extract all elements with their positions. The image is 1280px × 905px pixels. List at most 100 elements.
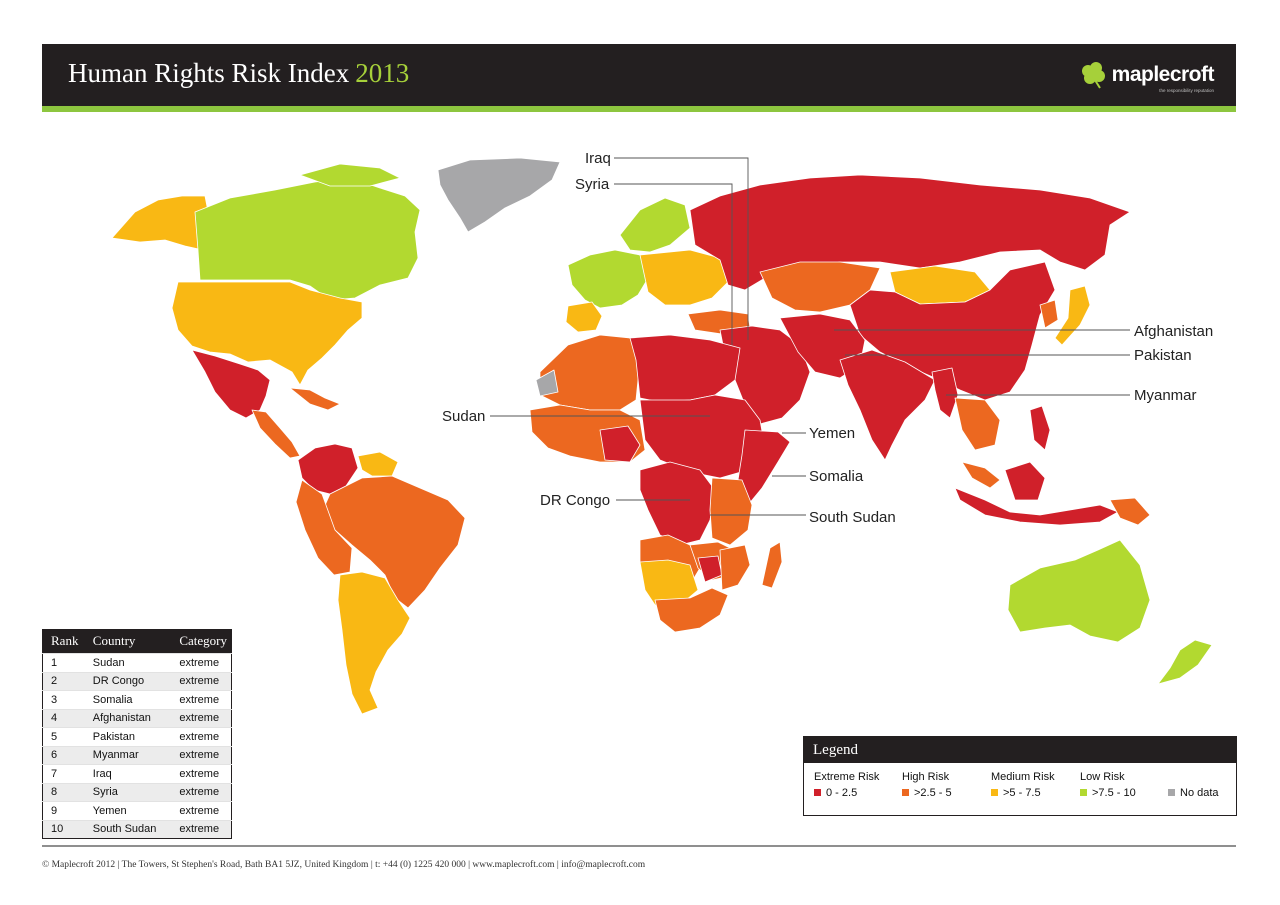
region-korea — [1039, 299, 1059, 329]
region-caribbean — [289, 387, 341, 411]
map-legend: Legend Extreme Risk 0 - 2.5 High Risk >2… — [803, 736, 1237, 816]
category-cell: extreme — [171, 764, 232, 783]
region-horn — [737, 429, 791, 506]
region-arctic-islands — [299, 163, 401, 187]
callout-south-sudan: South Sudan — [809, 509, 896, 526]
country-cell: South Sudan — [84, 819, 172, 839]
region-greenland — [437, 157, 561, 233]
region-iberia — [565, 301, 603, 333]
table-row: 10 South Sudan extreme — [42, 819, 232, 839]
callout-afghanistan: Afghanistan — [1134, 323, 1213, 340]
region-usa — [171, 281, 363, 386]
region-east-europe — [639, 249, 731, 306]
title-year: 2013 — [355, 58, 410, 88]
region-philippines — [1029, 405, 1051, 451]
country-cell: Syria — [84, 782, 172, 802]
rank-cell: 8 — [42, 782, 85, 802]
legend-range: >2.5 - 5 — [914, 787, 952, 799]
country-cell: DR Congo — [84, 671, 172, 691]
page-title: Human Rights Risk Index 2013 — [68, 58, 409, 89]
ranking-table: Rank Country Category 1 Sudan extreme 2 DR … — [42, 629, 232, 839]
country-cell: Pakistan — [84, 727, 172, 746]
rank-cell: 7 — [42, 764, 85, 783]
footer-contact: © Maplecroft 2012 | The Towers, St Steph… — [42, 860, 646, 870]
callout-yemen: Yemen — [809, 425, 855, 442]
callout-dr-congo: DR Congo — [540, 492, 610, 509]
region-western-sahara — [535, 369, 559, 397]
region-russia — [689, 174, 1131, 291]
logo-wordmark: maplecroft — [1111, 63, 1215, 86]
legend-range: >5 - 7.5 — [1003, 787, 1041, 799]
category-cell: extreme — [171, 782, 232, 802]
region-guianas — [357, 451, 399, 477]
table-row: 1 Sudan extreme — [42, 653, 232, 672]
legend-item-extreme: Extreme Risk 0 - 2.5 — [814, 771, 879, 799]
region-central-america — [251, 409, 301, 459]
category-cell: extreme — [171, 653, 232, 672]
region-west-europe — [567, 249, 651, 309]
header-category: Category — [171, 629, 232, 654]
region-southern-cone — [337, 571, 411, 715]
region-south-africa — [654, 587, 729, 633]
table-row: 2 DR Congo extreme — [42, 671, 232, 691]
region-borneo — [1004, 461, 1046, 501]
legend-item-high: High Risk >2.5 - 5 — [902, 771, 952, 799]
region-australia — [1007, 539, 1151, 643]
country-cell: Yemen — [84, 801, 172, 820]
legend-label — [1168, 771, 1219, 783]
callout-myanmar: Myanmar — [1134, 387, 1197, 404]
rank-cell: 6 — [42, 745, 85, 765]
region-central-africa — [639, 461, 716, 546]
callout-syria: Syria — [575, 176, 610, 193]
country-cell: Somalia — [84, 690, 172, 709]
legend-title: Legend — [804, 737, 1236, 763]
category-cell: extreme — [171, 819, 232, 839]
region-japan — [1054, 285, 1091, 346]
region-canada — [194, 177, 421, 301]
region-brazil — [321, 475, 466, 609]
legend-range: >7.5 - 10 — [1092, 787, 1136, 799]
legend-range: No data — [1180, 787, 1219, 799]
header-country: Country — [84, 629, 172, 654]
region-malaysia — [961, 461, 1001, 489]
legend-label: Low Risk — [1080, 771, 1125, 783]
rank-cell: 4 — [42, 708, 85, 728]
category-cell: extreme — [171, 745, 232, 765]
header-bar: Human Rights Risk Index 2013 maplecroft t… — [42, 44, 1236, 106]
header-accent-stripe — [42, 106, 1236, 112]
legend-item-low: Low Risk >7.5 - 10 — [1080, 771, 1136, 799]
table-row: 5 Pakistan extreme — [42, 727, 232, 746]
category-cell: extreme — [171, 708, 232, 728]
legend-swatch-extreme — [814, 789, 821, 796]
category-cell: extreme — [171, 801, 232, 820]
category-cell: extreme — [171, 671, 232, 691]
legend-label: Extreme Risk — [814, 771, 880, 783]
legend-swatch-medium — [991, 789, 998, 796]
legend-label: High Risk — [902, 771, 950, 783]
region-se-asia — [954, 397, 1001, 451]
legend-label: Medium Risk — [991, 771, 1055, 783]
maple-leaf-icon — [1081, 62, 1105, 89]
country-cell: Afghanistan — [84, 708, 172, 728]
region-libya-egypt — [629, 334, 741, 403]
legend-range: 0 - 2.5 — [826, 787, 858, 799]
region-peru-bolivia — [295, 479, 353, 576]
world-map: Iraq Syria Afghanistan Pakistan Myanmar … — [111, 150, 1213, 715]
table-row: 4 Afghanistan extreme — [42, 708, 232, 728]
footer-divider — [42, 845, 1236, 847]
table-row: 7 Iraq extreme — [42, 764, 232, 783]
rank-cell: 9 — [42, 801, 85, 820]
callout-sudan: Sudan — [442, 408, 485, 425]
table-row: 6 Myanmar extreme — [42, 745, 232, 765]
region-namibia-botswana — [639, 559, 699, 606]
country-cell: Myanmar — [84, 745, 172, 765]
title-text: Human Rights Risk Index — [68, 58, 350, 88]
region-scandinavia — [619, 197, 691, 253]
table-row: 9 Yemen extreme — [42, 801, 232, 820]
country-cell: Iraq — [84, 764, 172, 783]
region-maghreb — [539, 334, 641, 411]
legend-items: Extreme Risk 0 - 2.5 High Risk >2.5 - 5 … — [804, 763, 1236, 815]
callout-pakistan: Pakistan — [1134, 347, 1192, 364]
header-rank: Rank — [42, 629, 85, 654]
legend-item-no-data: No data — [1168, 771, 1219, 799]
